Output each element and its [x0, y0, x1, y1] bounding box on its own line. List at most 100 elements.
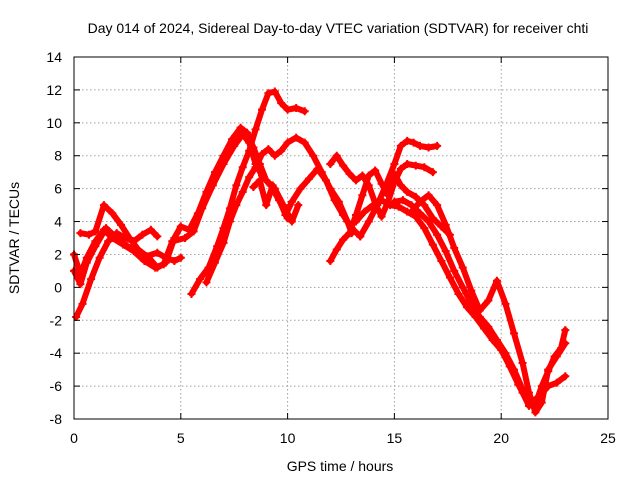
data-point-marker — [146, 225, 155, 234]
data-point-marker — [208, 181, 217, 190]
data-point-marker — [492, 336, 501, 345]
data-point-marker — [424, 191, 433, 200]
data-point-marker — [277, 99, 286, 108]
data-point-marker — [313, 164, 322, 173]
data-point-marker — [416, 141, 425, 150]
data-point-marker — [161, 253, 170, 262]
data-point-marker — [531, 408, 540, 417]
data-point-marker — [78, 299, 87, 308]
data-point-marker — [484, 296, 493, 305]
data-series — [70, 87, 570, 417]
data-point-marker — [437, 257, 446, 266]
data-point-marker — [537, 398, 546, 407]
data-point-marker — [153, 248, 162, 257]
data-point-marker — [262, 201, 271, 210]
y-axis-label: SDTVAR / TECUs — [6, 182, 22, 294]
data-point-marker — [287, 197, 296, 206]
data-point-marker — [396, 181, 405, 190]
data-point-marker — [561, 339, 570, 348]
data-point-marker — [296, 184, 305, 193]
data-point-marker — [72, 312, 81, 321]
y-tick-label: 4 — [54, 214, 62, 230]
y-tick-label: -8 — [50, 411, 63, 427]
data-point-marker — [181, 234, 190, 242]
data-point-marker — [433, 141, 442, 150]
data-point-marker — [176, 222, 185, 231]
data-point-marker — [326, 257, 335, 266]
data-point-marker — [283, 105, 292, 114]
x-tick-label: 20 — [493, 430, 509, 446]
data-point-marker — [251, 163, 260, 172]
data-point-marker — [257, 105, 266, 114]
data-point-marker — [292, 104, 301, 113]
data-point-marker — [277, 146, 286, 155]
y-tick-label: 8 — [54, 148, 62, 164]
data-point-marker — [561, 372, 570, 381]
data-point-marker — [210, 258, 219, 267]
y-tick-label: -4 — [50, 345, 63, 361]
x-tick-label: 25 — [600, 430, 616, 446]
data-point-marker — [484, 322, 493, 331]
y-tick-label: 14 — [46, 49, 62, 65]
data-point-marker — [501, 349, 510, 358]
data-point-marker — [394, 202, 403, 211]
data-point-marker — [170, 257, 179, 266]
data-point-marker — [287, 217, 296, 226]
data-point-marker — [119, 240, 128, 249]
data-point-marker — [84, 230, 93, 239]
data-point-marker — [76, 270, 85, 279]
data-point-marker — [390, 197, 399, 206]
data-point-marker — [371, 166, 380, 175]
data-point-marker — [238, 163, 247, 172]
data-point-marker — [428, 240, 437, 249]
data-point-marker — [270, 151, 279, 160]
data-point-marker — [95, 253, 104, 262]
data-point-marker — [322, 176, 331, 185]
data-point-marker — [245, 173, 254, 182]
data-point-marker — [420, 201, 429, 210]
data-point-marker — [304, 174, 313, 183]
data-point-marker — [441, 220, 450, 229]
x-tick-label: 5 — [177, 430, 185, 446]
data-point-marker — [510, 329, 519, 338]
data-point-marker — [99, 201, 108, 210]
data-point-marker — [168, 237, 177, 246]
series-line — [408, 192, 569, 416]
data-point-marker — [292, 133, 301, 142]
data-point-marker — [454, 289, 463, 298]
data-point-marker — [561, 326, 570, 335]
data-point-marker — [360, 207, 369, 216]
data-point-marker — [445, 273, 454, 282]
data-point-marker — [420, 224, 429, 233]
data-point-marker — [364, 181, 373, 190]
data-point-marker — [219, 238, 228, 247]
data-point-marker — [268, 181, 277, 190]
data-point-marker — [475, 306, 484, 315]
data-point-marker — [251, 125, 260, 134]
data-point-marker — [196, 275, 205, 284]
data-point-marker — [424, 217, 433, 226]
data-point-marker — [255, 176, 264, 185]
data-point-marker — [398, 196, 407, 205]
series-line — [353, 197, 569, 409]
data-point-marker — [424, 143, 433, 152]
data-point-marker — [407, 207, 416, 216]
data-point-marker — [294, 201, 303, 210]
data-point-marker — [134, 245, 143, 254]
y-tick-label: 12 — [46, 82, 62, 98]
data-point-marker — [82, 253, 91, 262]
data-point-marker — [381, 181, 390, 190]
series-track-4 — [76, 201, 185, 266]
data-point-marker — [450, 243, 459, 252]
data-point-marker — [232, 181, 241, 190]
data-point-marker — [364, 217, 373, 226]
data-point-marker — [283, 138, 292, 147]
y-tick-label: -6 — [50, 378, 63, 394]
data-point-marker — [345, 169, 354, 178]
data-point-marker — [518, 359, 527, 368]
data-point-marker — [420, 163, 429, 172]
data-point-marker — [142, 252, 151, 261]
x-tick-label: 15 — [387, 430, 403, 446]
data-point-marker — [300, 138, 309, 147]
data-point-marker — [112, 229, 121, 238]
